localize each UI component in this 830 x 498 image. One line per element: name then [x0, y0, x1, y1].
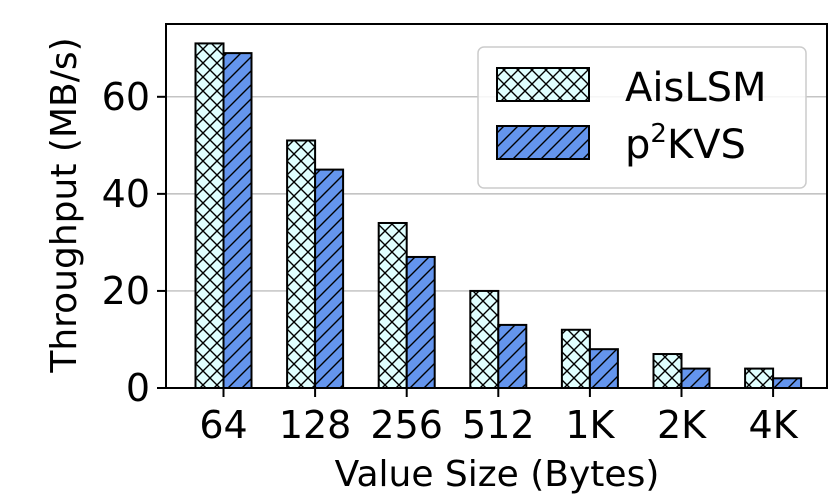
- legend-swatch-aislsm-hatch: [497, 68, 589, 101]
- plot-border: [165, 23, 828, 389]
- bar-hatch-p2kvs-2K: [680, 367, 711, 390]
- bar-hatch-p2kvs-512: [497, 323, 528, 390]
- bar-hatch-aislsm-4K: [744, 367, 775, 390]
- x-tick-label: 64: [199, 403, 247, 447]
- legend-label-p2kvs-base: p: [625, 122, 650, 168]
- x-tick-label: 4K: [749, 403, 799, 447]
- bars: [194, 42, 803, 390]
- y-tick-label: 20: [102, 269, 150, 313]
- x-tick-label: 128: [279, 403, 352, 447]
- x-tick-label: 2K: [657, 403, 707, 447]
- legend-label-p2kvs-rest: KVS: [667, 122, 746, 168]
- x-tick-label: 512: [462, 403, 535, 447]
- bar-hatch-aislsm-512: [469, 289, 500, 389]
- legend-label-p2kvs: p2KVS: [625, 119, 746, 168]
- y-tick-label: 0: [126, 366, 150, 410]
- x-axis-ticks: 64 128 256 512 1K 2K 4K: [199, 388, 799, 447]
- legend-label-p2kvs-sup: 2: [650, 119, 667, 149]
- legend-label-aislsm: AisLSM: [625, 65, 767, 111]
- x-tick-label: 256: [370, 403, 443, 447]
- legend: AisLSM p2KVS: [477, 46, 807, 189]
- y-tick-label: 60: [102, 75, 150, 119]
- plot-frame: [165, 23, 828, 389]
- bar-hatch-p2kvs-64: [222, 52, 253, 390]
- y-axis-ticks: 0 20 40 60: [102, 75, 166, 410]
- x-axis-label: Value Size (Bytes): [335, 454, 660, 495]
- bar-hatch-p2kvs-128: [314, 168, 345, 389]
- bar-hatch-p2kvs-4K: [772, 377, 803, 390]
- legend-swatch-p2kvs-hatch: [497, 126, 589, 159]
- bar-hatch-aislsm-128: [286, 139, 317, 389]
- bar-hatch-aislsm-1K: [560, 328, 591, 390]
- y-axis-label: Throughput (MB/s): [44, 37, 85, 373]
- bar-hatch-p2kvs-256: [405, 255, 436, 389]
- bar-hatch-aislsm-64: [194, 42, 225, 390]
- bar-hatch-aislsm-256: [377, 221, 408, 389]
- y-tick-label: 40: [102, 172, 150, 216]
- x-tick-label: 1K: [565, 403, 615, 447]
- bar-hatch-p2kvs-1K: [588, 348, 619, 390]
- bar-hatch-aislsm-2K: [652, 353, 683, 390]
